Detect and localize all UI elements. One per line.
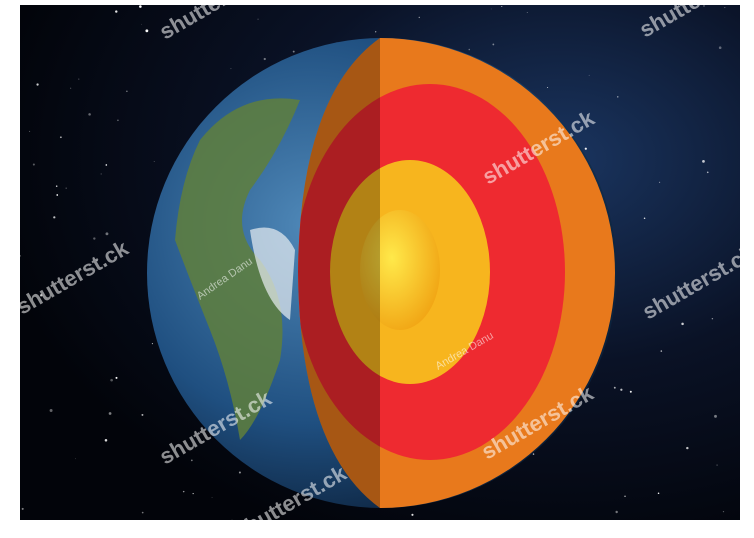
star <box>75 458 76 460</box>
star <box>620 388 623 391</box>
star <box>141 23 142 25</box>
star <box>411 513 414 516</box>
star <box>230 68 232 70</box>
star <box>49 409 53 413</box>
star <box>658 181 661 184</box>
star <box>547 87 549 88</box>
star <box>117 119 119 122</box>
star <box>722 510 725 513</box>
star <box>40 294 43 297</box>
star <box>292 50 295 53</box>
star <box>657 492 660 494</box>
star <box>126 90 128 92</box>
star <box>492 43 495 46</box>
star <box>617 96 619 98</box>
star <box>115 376 118 379</box>
star <box>375 31 377 33</box>
star <box>501 5 503 8</box>
star <box>686 446 689 450</box>
star <box>624 495 626 498</box>
star <box>153 161 155 162</box>
star <box>588 74 590 76</box>
clouds <box>250 227 295 320</box>
star <box>711 318 714 320</box>
star <box>714 414 717 418</box>
star <box>716 464 718 466</box>
star <box>70 87 72 89</box>
star <box>231 518 233 520</box>
star <box>105 164 108 166</box>
star <box>88 113 91 116</box>
star <box>141 413 144 416</box>
star <box>100 173 102 175</box>
star <box>182 490 185 493</box>
star <box>710 269 712 271</box>
star <box>257 18 259 20</box>
star <box>56 194 59 196</box>
star <box>139 5 142 8</box>
star <box>238 471 241 474</box>
star <box>615 510 618 514</box>
star <box>418 16 420 19</box>
star <box>490 8 492 10</box>
star <box>660 350 663 352</box>
star <box>526 12 528 13</box>
star <box>724 7 726 9</box>
star <box>263 57 266 61</box>
star <box>190 459 193 462</box>
star <box>613 386 616 389</box>
star <box>93 237 96 240</box>
star <box>141 511 144 514</box>
star <box>151 343 153 345</box>
star <box>19 255 21 257</box>
star <box>104 438 108 442</box>
star <box>21 507 24 510</box>
star <box>681 322 684 326</box>
star <box>702 159 705 163</box>
star <box>584 147 587 150</box>
star <box>36 83 39 86</box>
star <box>59 136 62 139</box>
star <box>32 163 35 166</box>
star <box>108 412 112 415</box>
star <box>78 78 80 80</box>
continents <box>175 98 300 440</box>
star <box>105 232 109 236</box>
inner-core <box>360 210 440 330</box>
star <box>211 497 213 498</box>
star <box>29 130 31 132</box>
star <box>663 297 665 299</box>
star <box>192 493 194 495</box>
star <box>629 390 632 393</box>
star <box>468 48 471 51</box>
star <box>96 259 98 262</box>
star <box>110 378 113 382</box>
star <box>643 217 646 220</box>
star <box>532 453 535 455</box>
star <box>703 5 705 7</box>
star <box>65 187 67 189</box>
star <box>706 171 709 174</box>
star <box>145 29 149 33</box>
star <box>53 216 56 219</box>
star <box>718 46 722 50</box>
star <box>55 185 58 187</box>
star <box>115 10 118 13</box>
